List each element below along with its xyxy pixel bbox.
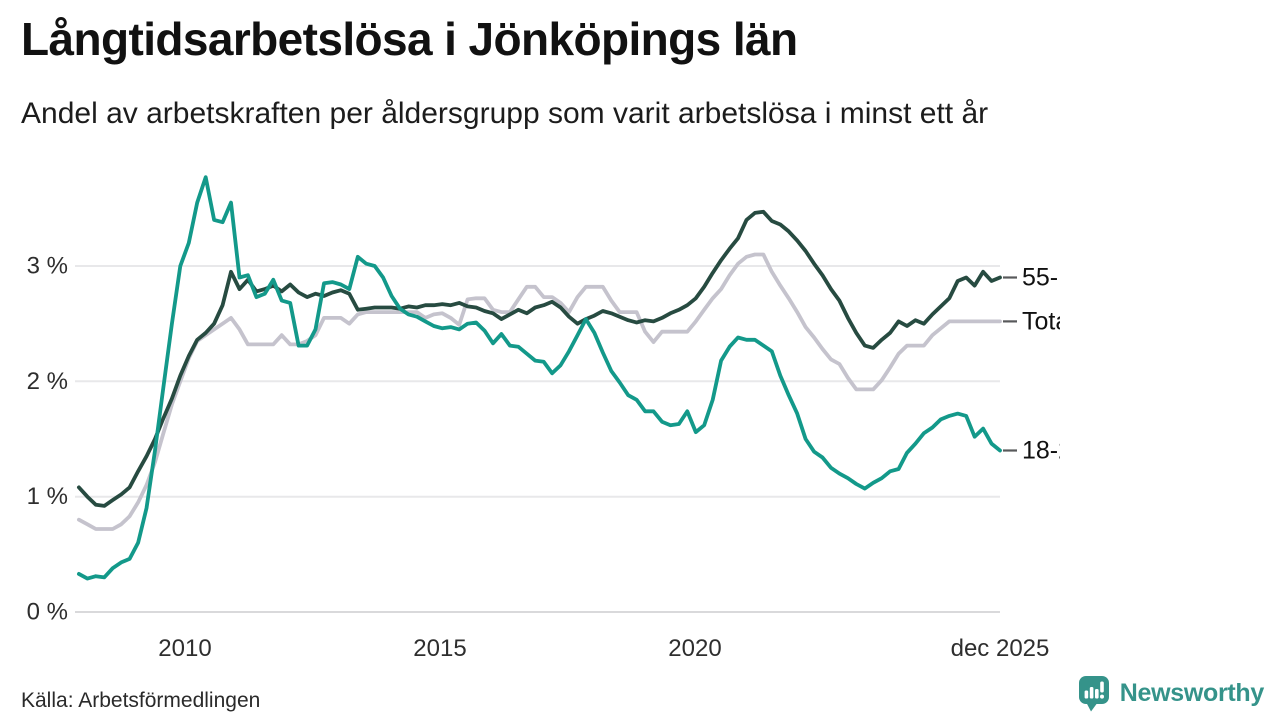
page-title: Långtidsarbetslösa i Jönköpings län bbox=[21, 13, 798, 65]
y-axis-tick-label: 1 % bbox=[27, 483, 68, 510]
series-end-label-totalt: Totalt bbox=[1022, 307, 1060, 335]
y-axis-tick-label: 0 % bbox=[27, 599, 68, 626]
chart-canvas: 0 % 1 % 2 % 3 % 2010 2015 2020 dec 2025 55- år: … bbox=[27, 175, 1060, 662]
series-line-18-24-ar bbox=[77, 175, 1002, 581]
y-axis-tick-label: 2 % bbox=[27, 368, 68, 395]
x-axis-tick-label: dec 2025 bbox=[951, 635, 1050, 662]
newsworthy-logo: Newsworthy bbox=[1077, 675, 1264, 712]
exclamation-glyph bbox=[1099, 681, 1104, 693]
page-subtitle: Andel av arbetskraften per åldersgrupp s… bbox=[21, 97, 989, 130]
newsworthy-chart-bubble-icon bbox=[1078, 676, 1109, 712]
series-end-label-18-24-ar: 18-24 år: 1,4 % bbox=[1022, 437, 1060, 465]
series-line-55-ar bbox=[77, 209, 1002, 508]
series-line-totalt bbox=[77, 252, 1002, 531]
bar-chart-glyph bbox=[1084, 690, 1088, 699]
x-axis-tick-label: 2020 bbox=[668, 635, 721, 662]
x-axis-tick-label: 2015 bbox=[413, 635, 466, 662]
x-axis-tick-label: 2010 bbox=[158, 635, 211, 662]
y-axis-tick-label: 3 % bbox=[27, 253, 68, 280]
source-note: Källa: Arbetsförmedlingen bbox=[21, 689, 261, 712]
series-end-label-55-ar: 55- år: 2,9 % bbox=[1022, 264, 1060, 292]
newsworthy-logo-text: Newsworthy bbox=[1119, 679, 1265, 707]
